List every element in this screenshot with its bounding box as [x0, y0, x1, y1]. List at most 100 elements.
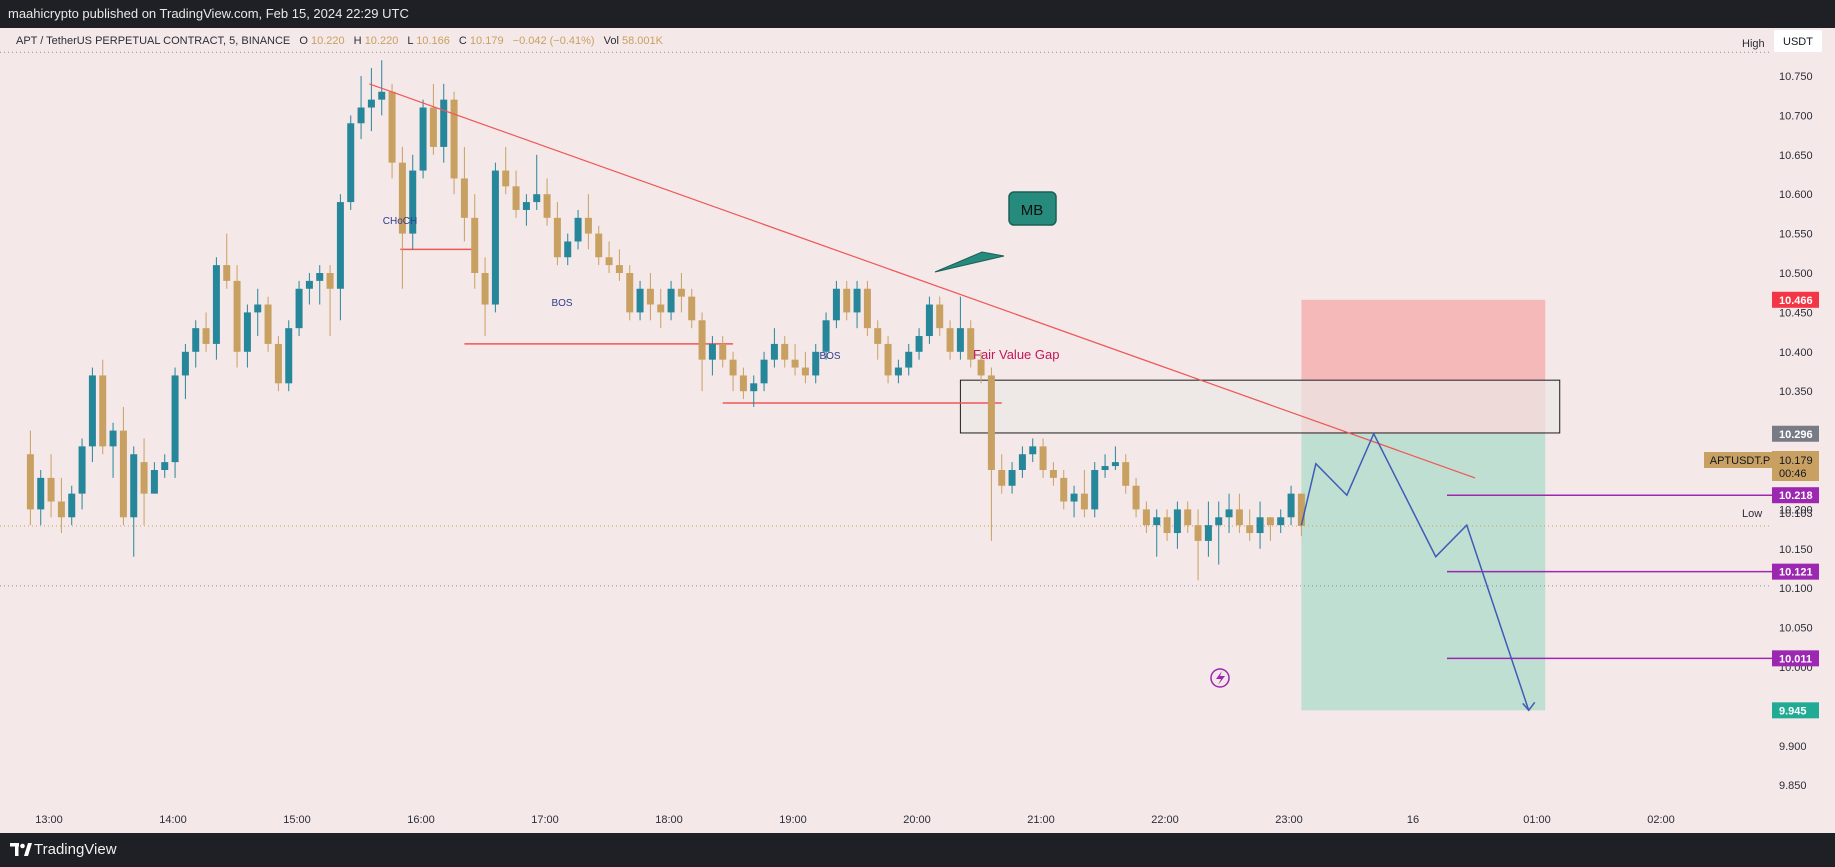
price-axis[interactable]: 10.750 10.700 10.650 10.600 10.550 10.500 10.4…: [1772, 71, 1819, 792]
candle-body: [316, 273, 324, 281]
candle: [615, 249, 623, 281]
candle: [37, 470, 45, 526]
chart-frame[interactable]: APT / TetherUS PERPETUAL CONTRACT, 5, BI…: [0, 28, 1835, 833]
candle-body: [708, 343, 716, 360]
lightning-icon[interactable]: [1210, 668, 1230, 688]
candle-body: [1235, 509, 1243, 526]
legend-l-label: L: [407, 35, 413, 47]
candle: [481, 257, 489, 337]
time-tick-label: 02:00: [1647, 814, 1675, 826]
price-tag-box: [1772, 291, 1819, 308]
candle: [1153, 509, 1161, 557]
mb-callout-pointer: [934, 251, 1005, 273]
candle-body: [88, 375, 96, 447]
candle-body: [57, 501, 65, 518]
candle-body: [440, 99, 448, 147]
candle: [347, 115, 355, 210]
candle: [140, 438, 148, 526]
chart-svg[interactable]: APT / TetherUS PERPETUAL CONTRACT, 5, BI…: [0, 28, 1835, 833]
legend-change: −0.042 (−0.41%): [513, 35, 595, 47]
candle-body: [636, 288, 644, 313]
candle-body: [1008, 470, 1016, 486]
candle: [781, 336, 789, 368]
time-tick-label: 15:00: [283, 814, 311, 826]
time-tick-label: 16:00: [407, 814, 435, 826]
candle-body: [1049, 470, 1057, 478]
legend-h-label: H: [354, 35, 362, 47]
candle-body: [481, 273, 489, 305]
candle: [533, 154, 541, 210]
candle-body: [336, 202, 344, 289]
candle: [161, 454, 169, 478]
candle: [471, 194, 479, 289]
candle: [429, 83, 437, 155]
candle-body: [1039, 446, 1047, 470]
candle: [243, 304, 251, 368]
candle-body: [874, 328, 882, 344]
candle: [853, 280, 861, 329]
price-tag-label: 9.945: [1779, 705, 1807, 717]
price-tag-label: 10.218: [1779, 490, 1813, 502]
legend-vol-label: Vol: [604, 35, 619, 47]
candle: [605, 241, 613, 273]
candle-body: [460, 178, 468, 218]
candle: [109, 422, 117, 478]
mb-callout-label: MB: [1021, 202, 1044, 219]
fvg-box: [959, 379, 1561, 434]
candle-body: [254, 304, 262, 313]
candle: [574, 209, 582, 250]
legend-h-value: 10.220: [365, 35, 399, 47]
candle: [1060, 470, 1068, 510]
candle: [1235, 493, 1243, 534]
candle: [564, 233, 572, 266]
candle: [1091, 462, 1099, 518]
candle: [636, 280, 644, 321]
candle-body: [409, 170, 417, 234]
candle: [987, 367, 995, 541]
candle: [119, 406, 127, 526]
time-tick-label: 13:00: [35, 814, 63, 826]
high-label: High: [1742, 38, 1765, 50]
candle: [905, 343, 913, 376]
candle-body: [37, 477, 45, 510]
candle: [150, 462, 158, 494]
candle-body: [264, 304, 272, 344]
time-axis[interactable]: 13:00 14:00 15:00 16:00 17:00 18:00 19:00 20:00…: [35, 814, 1675, 826]
price-tick-label: 10.200: [1779, 504, 1813, 516]
candle-body: [1060, 477, 1068, 502]
mb-callout[interactable]: MB: [934, 191, 1057, 273]
candle-body: [925, 304, 933, 337]
candle-body: [967, 328, 975, 360]
mb-callout-box[interactable]: [1008, 191, 1057, 226]
candle: [708, 336, 716, 376]
projection-path: [1300, 431, 1530, 711]
currency-label[interactable]: USDT: [1783, 36, 1813, 48]
candle-body: [233, 280, 241, 352]
candle-body: [522, 202, 530, 210]
candle-body: [47, 477, 55, 502]
candle-body: [1287, 493, 1295, 518]
brand-name[interactable]: TradingView: [34, 841, 117, 858]
candle-body: [388, 91, 396, 163]
candle: [884, 336, 892, 384]
current-price: 10.179: [1779, 455, 1813, 467]
candle: [1287, 485, 1295, 526]
candle-body: [688, 296, 696, 321]
candle: [936, 296, 944, 337]
candle: [88, 367, 96, 463]
candle: [832, 280, 840, 329]
tradingview-logo-icon[interactable]: [10, 843, 32, 856]
candle: [285, 320, 293, 392]
symbol-legend: APT / TetherUS PERPETUAL CONTRACT, 5, BI…: [16, 35, 664, 47]
candle: [1008, 462, 1016, 494]
candle-body: [1080, 493, 1088, 510]
countdown: 00:46: [1779, 468, 1807, 480]
candle: [1111, 446, 1119, 470]
fvg-label: Fair Value Gap: [973, 347, 1059, 362]
candle-body: [502, 170, 510, 187]
candle-body: [605, 257, 613, 266]
currency-box[interactable]: [1774, 30, 1822, 52]
candle: [57, 477, 65, 534]
candle: [729, 351, 737, 392]
price-tick-label: 9.900: [1779, 741, 1807, 753]
